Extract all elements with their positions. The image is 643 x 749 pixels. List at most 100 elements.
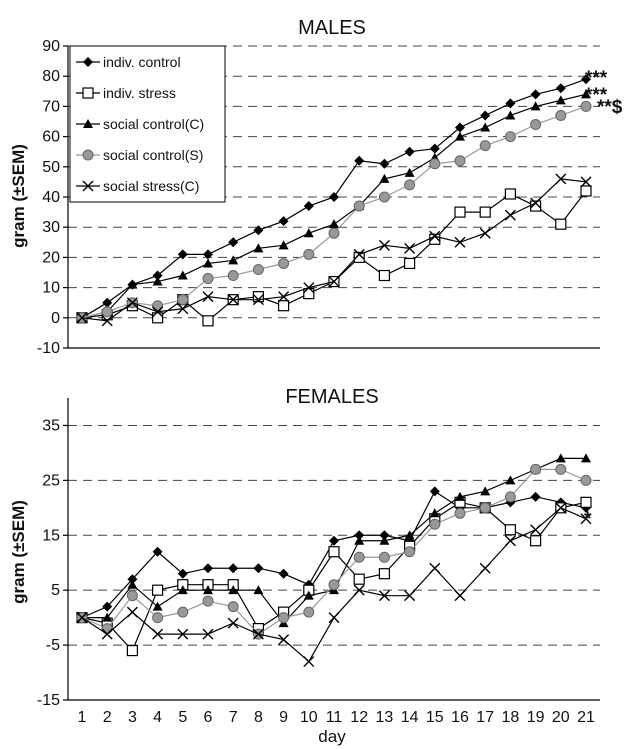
males-point-indiv-control (429, 143, 440, 154)
females-point-social-stress-c (303, 656, 315, 668)
females-x-tick-label: 19 (527, 709, 545, 726)
males-legend-marker (83, 57, 93, 67)
females-point-social-stress-c (202, 628, 214, 640)
females-point-indiv-control (228, 563, 239, 574)
males-point-indiv-control (278, 216, 289, 227)
females-point-social-stress-c (378, 590, 390, 602)
females-point-social-control-s (404, 546, 416, 558)
males-point-social-stress-c (580, 176, 592, 188)
females-point-social-stress-c (126, 606, 138, 618)
females-point-indiv-control (354, 530, 365, 541)
females-point-social-control-s (530, 463, 542, 475)
males-point-social-control-s (202, 273, 214, 285)
females-point-social-control-s (378, 551, 390, 563)
females-y-axis-label: gram (±SEM) (9, 500, 28, 604)
males-point-indiv-control (404, 146, 415, 157)
males-point-indiv-stress (353, 251, 365, 263)
males-point-social-stress-c (454, 236, 466, 248)
females-point-social-stress-c (530, 524, 542, 536)
males-point-social-stress-c (378, 239, 390, 251)
females-point-social-control-s (303, 606, 315, 618)
females-point-social-control-s (177, 606, 189, 618)
females-point-indiv-stress (529, 535, 542, 547)
males-point-social-control-s (580, 100, 592, 112)
females-point-indiv-stress (378, 568, 390, 580)
males-point-indiv-control (203, 249, 213, 260)
males-point-social-control-c (555, 95, 566, 105)
females-point-indiv-control (530, 491, 541, 502)
males-point-social-control-c (530, 101, 541, 111)
females-point-social-control-c (253, 585, 264, 595)
females-x-tick-label: 11 (326, 709, 343, 726)
males-point-social-control-c (152, 276, 163, 286)
females-point-social-stress-c (101, 628, 113, 640)
females-point-indiv-stress (152, 584, 164, 596)
males-point-indiv-control (379, 158, 390, 169)
females-y-tick-label: 5 (51, 582, 60, 599)
males-y-tick-label: 0 (51, 310, 60, 327)
males-point-social-control-c (455, 131, 465, 141)
males-point-indiv-control (555, 83, 566, 94)
males-point-social-control-s (303, 248, 315, 260)
females-point-indiv-control (127, 574, 138, 585)
females-x-tick-label: 2 (103, 709, 112, 726)
males-legend-label: indiv. control (103, 54, 181, 70)
males-legend-marker (83, 119, 93, 128)
females-x-tick-label: 12 (350, 709, 368, 726)
females-point-indiv-control (203, 563, 213, 574)
females-point-social-control-c (102, 612, 113, 622)
females-point-social-stress-c (404, 590, 416, 602)
males-point-indiv-control (177, 249, 188, 260)
females-point-indiv-control (177, 568, 188, 579)
females-point-social-control-s (328, 579, 340, 591)
females-point-social-control-c (354, 535, 365, 545)
males-legend-label: social control(C) (103, 116, 204, 132)
males-point-social-stress-c (303, 282, 315, 294)
males-chart-title: MALES (298, 17, 366, 39)
females-x-tick-label: 8 (254, 709, 263, 726)
females-point-social-control-c (404, 530, 415, 540)
females-point-social-control-c (127, 579, 138, 589)
males-significance-annotation: *** (585, 85, 608, 106)
males-point-indiv-stress (479, 206, 491, 218)
males-point-social-control-c (278, 240, 289, 250)
males-point-social-control-s (353, 200, 365, 212)
males-point-social-control-s (404, 179, 416, 191)
males-point-social-control-s (278, 257, 290, 269)
males-point-social-stress-c (555, 173, 567, 185)
males-point-indiv-stress (454, 206, 466, 218)
males-point-indiv-stress (404, 257, 416, 270)
males-point-indiv-control (152, 270, 163, 281)
males-point-social-stress-c (404, 242, 416, 254)
males-point-indiv-control (354, 155, 365, 166)
females-x-tick-label: 3 (128, 709, 137, 726)
females-point-social-stress-c (252, 628, 264, 640)
males-point-social-control-s (378, 191, 390, 203)
males-point-indiv-stress (152, 312, 164, 324)
males-y-tick-label: 10 (42, 280, 60, 297)
females-point-indiv-control (379, 530, 390, 541)
females-point-social-control-s (126, 590, 138, 602)
males-point-social-stress-c (479, 227, 491, 239)
males-point-social-stress-c (202, 291, 214, 303)
males-point-social-stress-c (504, 209, 516, 221)
females-x-tick-label: 21 (577, 709, 595, 726)
males-point-social-control-s (177, 294, 189, 306)
females-point-social-stress-c (580, 513, 592, 525)
females-point-social-stress-c (429, 562, 441, 574)
females-point-indiv-control (429, 486, 440, 497)
males-point-social-control-s (479, 140, 491, 152)
males-point-social-stress-c (76, 312, 88, 324)
females-y-tick-label: -5 (46, 637, 60, 654)
females-x-tick-label: 15 (426, 709, 444, 726)
females-point-social-control-c (203, 585, 213, 595)
males-point-social-stress-c (530, 197, 542, 209)
males-point-social-control-c (177, 270, 188, 280)
females-point-indiv-control (152, 546, 163, 557)
males-point-indiv-control (102, 297, 113, 308)
females-point-social-control-c (379, 535, 390, 545)
males-point-social-stress-c (101, 315, 113, 327)
